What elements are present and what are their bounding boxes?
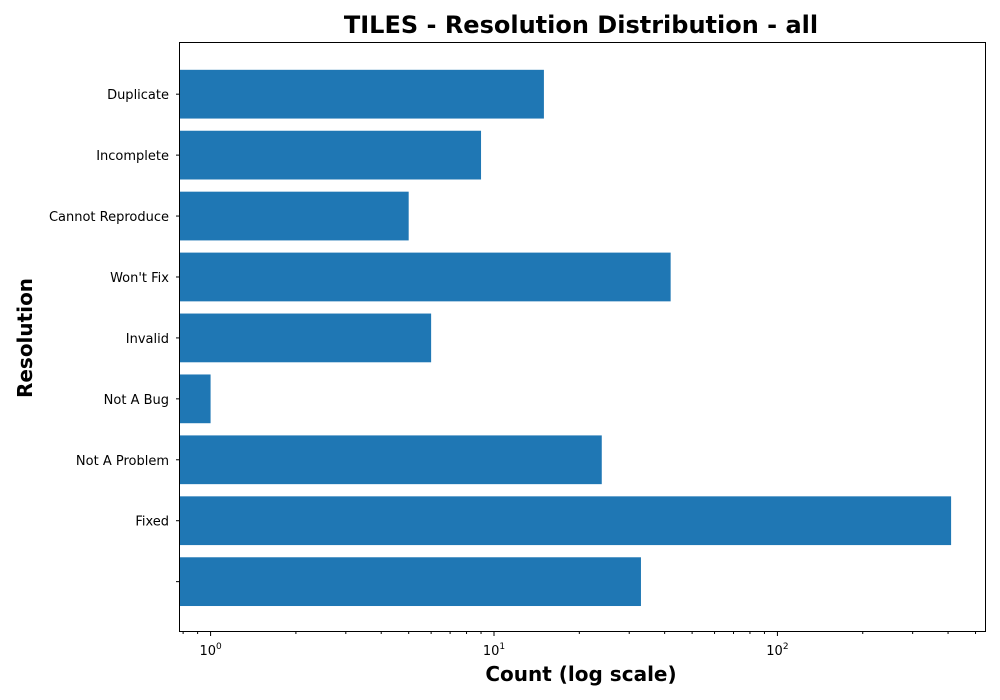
- y-tick-label: Not A Bug: [104, 393, 169, 408]
- bar: [180, 252, 671, 302]
- x-axis-label: Count (log scale): [485, 662, 676, 686]
- x-axis: 100 101 102: [182, 631, 977, 659]
- bars-group: [180, 69, 952, 607]
- y-tick-label: Invalid: [126, 332, 169, 347]
- chart-title: TILES - Resolution Distribution - all: [344, 11, 818, 39]
- x-tick-label: 100: [199, 642, 222, 659]
- bar: [180, 130, 482, 180]
- bar: [180, 557, 641, 607]
- bar: [180, 374, 211, 424]
- bar: [180, 313, 432, 363]
- y-axis-label: Resolution: [13, 278, 37, 398]
- y-tick-label: Incomplete: [96, 149, 169, 164]
- x-tick-label: 101: [483, 642, 505, 659]
- bar: [180, 435, 602, 485]
- y-tick-label: Duplicate: [107, 88, 169, 103]
- plot-frame: [179, 42, 986, 632]
- y-axis: Duplicate Incomplete Cannot Reproduce Won't…: [49, 88, 180, 583]
- y-tick-label: Not A Problem: [76, 454, 169, 469]
- y-tick-label: Cannot Reproduce: [49, 210, 169, 225]
- y-tick-label: Fixed: [135, 515, 169, 530]
- x-tick-label: 102: [766, 642, 788, 659]
- y-tick-label: Won't Fix: [110, 271, 169, 286]
- bar: [180, 69, 544, 119]
- bar: [180, 496, 952, 546]
- bar: [180, 191, 409, 241]
